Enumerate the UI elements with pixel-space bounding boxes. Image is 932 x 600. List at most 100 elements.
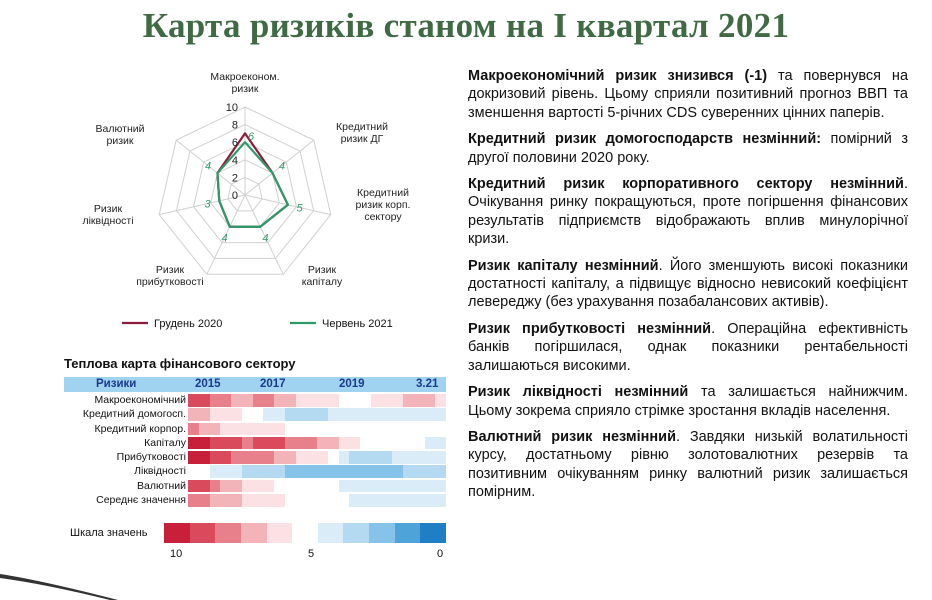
heatmap-title: Теплова карта фінансового сектору — [64, 356, 296, 371]
heatmap-cell — [392, 436, 403, 450]
heatmap-cell — [349, 465, 360, 478]
heatmap-cell — [435, 494, 446, 507]
radar-tick-label: 6 — [232, 137, 238, 149]
heatmap-cell — [295, 422, 307, 436]
radar-series — [216, 132, 289, 228]
heatmap-cell — [349, 408, 360, 421]
heatmap-row-label: Валютний — [137, 479, 186, 492]
heatmap-cell — [295, 494, 307, 507]
heatmap-cell — [317, 408, 328, 421]
heatmap-cell — [338, 408, 350, 421]
heatmap-cell — [284, 479, 296, 493]
heatmap-cell — [220, 436, 231, 450]
heatmap-cell — [231, 394, 242, 407]
heatmap-cell — [424, 422, 436, 436]
heatmap-cell — [241, 408, 253, 421]
heatmap-cell — [209, 408, 221, 421]
heatmap-cell — [403, 422, 414, 436]
heatmap-year: 2015 — [195, 378, 221, 390]
radar-chart: Макроеконом. ризик Кредитний ризик ДГ Кредит… — [82, 71, 410, 330]
heatmap-cell — [381, 436, 393, 450]
heatmap-cell — [317, 494, 328, 507]
heatmap-cell — [349, 479, 360, 493]
heatmap-cell — [327, 422, 339, 436]
heatmap-cell — [198, 436, 210, 450]
scale-segment — [369, 523, 395, 543]
heatmap-cell — [231, 494, 242, 507]
heatmap-cell — [188, 494, 199, 507]
commentary-heading: Кредитний ризик корпоративного сектору н… — [468, 176, 904, 193]
heatmap-cell — [284, 436, 296, 450]
commentary-text: . Завдяки низькій волатильності курсу, д… — [468, 428, 908, 501]
heatmap-cell — [413, 479, 425, 493]
heatmap-cell — [403, 451, 414, 464]
heatmap-cell — [263, 451, 274, 464]
commentary-paragraph: Ризик капіталу незмінний. Його зменшують… — [468, 257, 908, 312]
heatmap-cell — [338, 422, 350, 436]
radar-grid-ring — [227, 176, 263, 212]
heatmap-cell — [209, 451, 221, 464]
commentary-paragraph: Ризик ліквідності незмінний та залишаєть… — [468, 383, 908, 420]
scale-segment — [343, 523, 370, 543]
heatmap-cell — [403, 479, 414, 493]
heatmap-cell — [188, 408, 199, 421]
radar-series-1 — [216, 141, 289, 228]
heatmap-cell — [317, 436, 328, 450]
heatmap-cell — [327, 494, 339, 507]
heatmap-cell — [284, 408, 296, 421]
commentary-heading: Валютний ризик незмінний — [468, 428, 676, 445]
heatmap-cell — [370, 422, 382, 436]
corner-swoosh-decoration — [0, 574, 118, 600]
heatmap-cell — [252, 494, 264, 507]
heatmap-cell — [295, 436, 307, 450]
heatmap-cell — [338, 436, 350, 450]
heatmap-cell — [381, 451, 393, 464]
heatmap-cell — [188, 479, 199, 493]
heatmap-cell — [424, 408, 436, 421]
heatmap-cell — [274, 451, 285, 464]
heatmap-year: 2019 — [339, 378, 365, 390]
heatmap-cell — [241, 465, 253, 478]
scale-tick: 5 — [308, 548, 315, 560]
heatmap-cell — [413, 436, 425, 450]
heatmap-cell — [198, 465, 210, 478]
heatmap-cell — [435, 465, 446, 478]
heatmap-cell — [392, 408, 403, 421]
heatmap-cell — [188, 465, 199, 478]
heatmap-cell — [295, 408, 307, 421]
heatmap-row: Кредитний корпор. — [64, 422, 446, 436]
heatmap-cell — [370, 465, 382, 478]
heatmap-cell — [381, 465, 393, 478]
heatmap-cell — [413, 408, 425, 421]
heatmap-cell — [295, 451, 307, 464]
heatmap-header-label: Ризики — [96, 378, 137, 390]
heatmap-cell — [306, 465, 317, 478]
heatmap-cell — [381, 408, 393, 421]
heatmap-cell — [338, 465, 350, 478]
legend-label: Грудень 2020 — [154, 318, 222, 330]
radar-axis-label: Ризик ліквідності — [82, 203, 133, 227]
radar-tick-label: 2 — [232, 172, 238, 184]
radar-grid-ring — [192, 141, 298, 244]
scale-segment — [215, 523, 241, 543]
commentary-text: та залишається найнижчим. Цьому зокрема … — [468, 384, 908, 419]
heatmap-cell — [370, 394, 382, 407]
heatmap-row: Кредитний домогосп. — [64, 407, 446, 421]
heatmap-cell — [220, 465, 231, 478]
commentary-paragraph: Ризик прибутковості незмінний. Операційн… — [468, 320, 908, 375]
radar-axis-label: Кредитний ризик ДГ — [336, 121, 388, 145]
radar-axis-labels: Макроеконом. ризик Кредитний ризик ДГ Кредит… — [82, 71, 410, 288]
heatmap-cell — [241, 479, 253, 493]
radar-grid — [158, 106, 332, 275]
heatmap-cell — [327, 479, 339, 493]
heatmap-cell — [252, 422, 264, 436]
heatmap-cell — [435, 436, 446, 450]
heatmap-cell — [198, 422, 210, 436]
radar-tick-label: 10 — [226, 102, 238, 114]
radar-value-label: 4 — [279, 161, 285, 173]
heatmap-cell — [424, 436, 436, 450]
heatmap-cell — [306, 436, 317, 450]
heatmap-cell — [381, 494, 393, 507]
heatmap-cell — [403, 394, 414, 407]
commentary-text: . Його зменшують високі показники достат… — [468, 257, 908, 311]
